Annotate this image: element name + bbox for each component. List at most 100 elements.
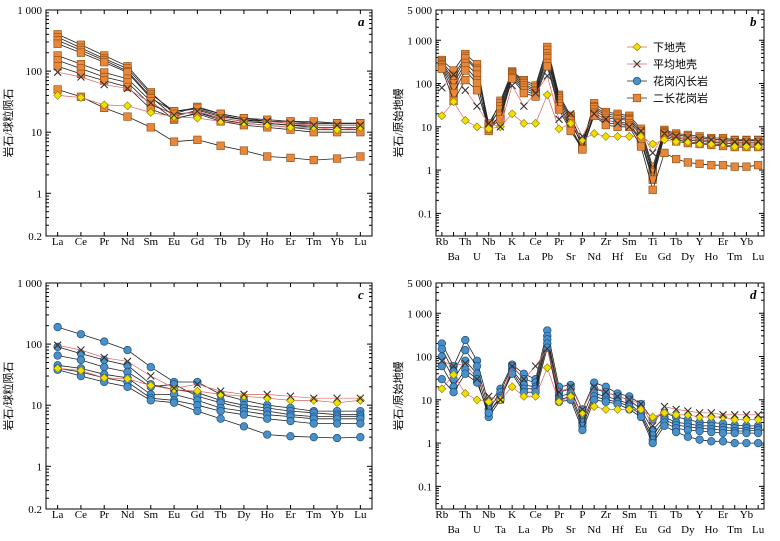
data-point — [263, 152, 272, 161]
data-point — [472, 86, 482, 95]
x-tick-label: Lu — [354, 236, 367, 248]
data-point — [123, 382, 132, 391]
x-tick-label: U — [473, 524, 481, 536]
x-tick-label: Ce — [529, 236, 541, 248]
data-point — [648, 421, 657, 430]
data-point — [648, 412, 658, 422]
data-point — [309, 432, 318, 442]
x-tick-label: La — [52, 236, 64, 248]
data-point — [589, 402, 599, 411]
data-point — [566, 109, 575, 118]
y-tick-label: 10 — [31, 400, 43, 412]
data-point — [566, 391, 576, 401]
data-point — [437, 384, 447, 394]
data-point — [472, 395, 482, 405]
data-point — [76, 330, 86, 339]
data-point — [683, 432, 693, 441]
data-point — [671, 137, 681, 147]
series-line — [441, 343, 759, 441]
data-point — [625, 122, 634, 131]
data-point — [53, 68, 62, 77]
y-axis-label: 岩石/原始地幔 — [391, 361, 405, 430]
data-point — [613, 131, 622, 141]
data-point — [507, 109, 517, 119]
panel-c: 0.2 1 10 100 1 000 La Ce Pr Nd Sm Eu Gd Tb Dy Ho Er Tm Yb… — [1, 278, 373, 521]
x-tick-label: K — [508, 509, 516, 521]
data-point — [554, 124, 564, 134]
data-point — [437, 111, 447, 121]
series-line — [57, 71, 361, 126]
data-point — [53, 341, 62, 350]
data-point — [555, 388, 563, 397]
data-point — [437, 352, 447, 361]
legend-label: 下地壳 — [653, 40, 686, 54]
data-point — [216, 114, 225, 123]
data-point — [613, 392, 622, 401]
data-point — [601, 131, 611, 141]
legend-label: 平均地壳 — [653, 57, 697, 71]
x-tick-label: Sr — [566, 251, 576, 263]
x-tick-label: Ta — [495, 524, 506, 536]
legend-marker — [632, 93, 642, 103]
series-lower — [437, 363, 763, 424]
y-tick-label: 5 000 — [407, 5, 432, 17]
data-point — [169, 398, 179, 407]
data-point — [660, 148, 669, 157]
y-tick-label: 10 — [31, 127, 43, 139]
data-point — [543, 345, 552, 353]
data-point — [449, 97, 458, 107]
x-tick-label: Gd — [658, 524, 672, 536]
data-point — [613, 119, 622, 128]
y-tick-label: 0.1 — [418, 481, 432, 493]
x-tick-label: Pr — [554, 236, 564, 248]
data-point — [695, 426, 704, 436]
data-point — [355, 395, 365, 405]
x-tick-label: Ce — [75, 509, 87, 521]
x-tick-label: Sm — [622, 509, 637, 521]
series-line — [57, 55, 361, 128]
data-point — [508, 362, 517, 371]
panel-letter: c — [358, 287, 364, 302]
data-point — [77, 73, 85, 81]
data-point — [53, 322, 62, 332]
data-point — [437, 83, 446, 92]
data-point — [146, 108, 156, 117]
data-point — [461, 66, 470, 75]
x-tick-label: Nd — [121, 236, 135, 248]
data-point — [754, 161, 763, 170]
data-point — [437, 375, 447, 384]
series-avg — [437, 70, 763, 157]
data-point — [484, 124, 494, 134]
data-point — [239, 146, 249, 155]
series-gran — [53, 85, 365, 165]
x-tick-label: Gd — [191, 236, 205, 248]
data-point — [543, 343, 552, 352]
x-tick-label: Er — [285, 236, 296, 248]
data-point — [754, 410, 763, 419]
x-tick-label: La — [518, 524, 530, 536]
data-point — [123, 345, 132, 355]
data-point — [170, 384, 178, 393]
data-point — [718, 437, 728, 446]
data-point — [742, 415, 751, 424]
x-tick-label: Pr — [99, 236, 109, 248]
data-point — [542, 90, 552, 100]
plot-frame — [435, 9, 765, 237]
data-point — [355, 122, 365, 132]
data-point — [460, 389, 470, 398]
data-point — [507, 382, 517, 392]
data-point — [146, 381, 156, 390]
series-line — [441, 61, 759, 182]
data-point — [753, 415, 763, 424]
data-point — [169, 137, 179, 146]
data-point — [719, 137, 727, 146]
data-point — [742, 137, 751, 146]
series-gran — [437, 62, 763, 194]
data-point — [461, 359, 470, 368]
y-axis-label: 岩石/球粒陨石 — [1, 361, 15, 430]
x-tick-label: Ho — [705, 524, 719, 536]
data-point — [508, 74, 517, 83]
data-point — [601, 115, 610, 124]
data-point — [730, 410, 739, 419]
data-point — [193, 135, 202, 144]
